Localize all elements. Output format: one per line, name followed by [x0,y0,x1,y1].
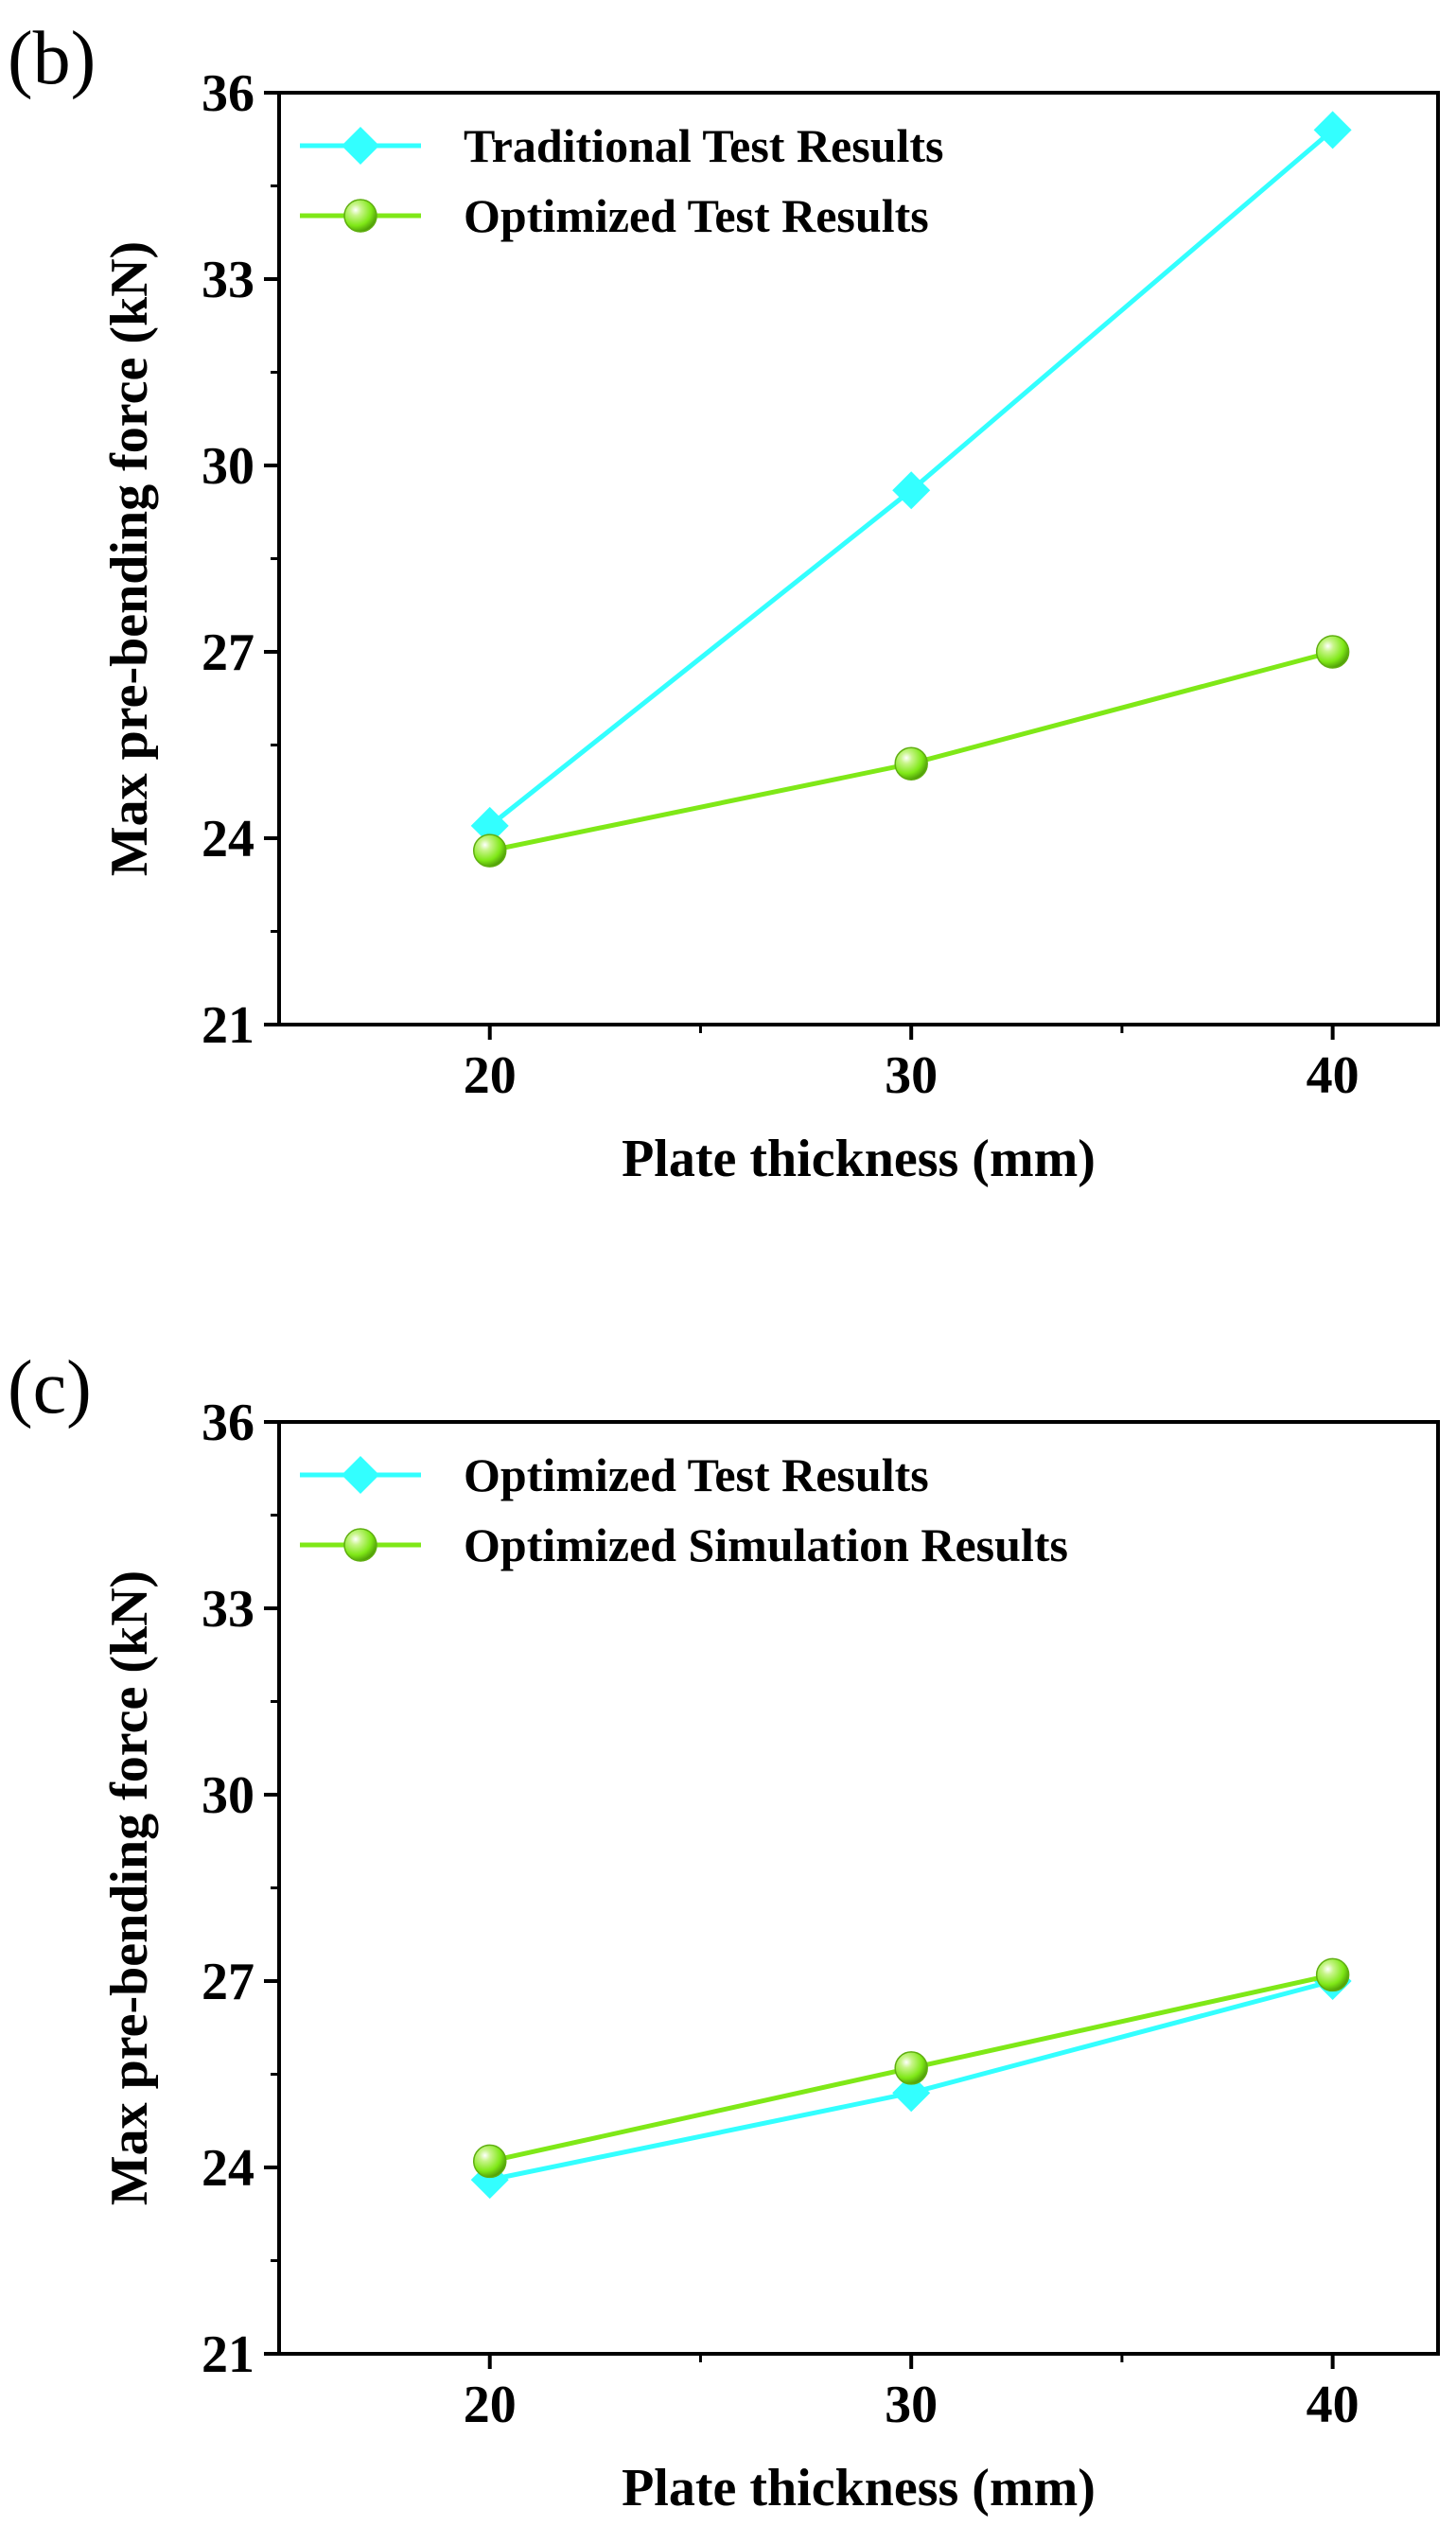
y-axis-title: Max pre-bending force (kN) [100,241,159,876]
legend-label: Optimized Simulation Results [464,1518,1068,1571]
legend-label: Traditional Test Results [464,119,944,172]
diamond-marker [1313,111,1352,149]
diamond-marker [470,806,509,845]
legend-label: Optimized Test Results [464,189,929,242]
y-tick-label: 36 [202,64,254,123]
circle-marker [343,199,377,233]
series-1 [470,111,1352,845]
x-axis-title: Plate thickness (mm) [622,1130,1096,1188]
circle-marker [472,2144,507,2179]
series-2 [472,1957,1350,2179]
circle-marker [894,2051,928,2085]
circle-marker [1315,1957,1350,1992]
chart-panel-2: (c) 21 24 27 30 33 36 20 30 40 Plate thickness (mm… [8,1346,1440,2517]
y-tick-label: 27 [202,623,254,682]
y-axis-title: Max pre-bending force (kN) [100,1570,159,2205]
x-axis-title: Plate thickness (mm) [622,2459,1096,2517]
series-2 [472,635,1350,868]
circle-marker [894,746,928,781]
x-tick-label: 40 [1307,1046,1360,1105]
circle-marker [1315,635,1350,669]
y-tick-label: 33 [202,1580,254,1639]
circle-marker [343,1528,377,1562]
y-tick-label: 30 [202,1766,254,1825]
y-tick-label: 36 [202,1394,254,1452]
y-tick-label: 21 [202,2325,254,2384]
diamond-marker [342,127,379,165]
chart-panel-1: (b) 21 24 27 30 33 36 20 30 40 Plate thickness (mm… [8,17,1440,1188]
x-tick-label: 30 [885,1046,938,1105]
diamond-marker [342,1456,379,1494]
legend-label: Optimized Test Results [464,1448,929,1501]
circle-marker [472,833,507,868]
y-tick-label: 24 [202,810,254,868]
x-tick-label: 20 [464,2376,517,2434]
x-tick-label: 40 [1307,2376,1360,2434]
panel-label: (b) [8,17,96,100]
y-tick-label: 33 [202,251,254,309]
x-tick-label: 20 [464,1046,517,1105]
legend: Traditional Test Results Optimized Test R… [300,119,944,242]
diamond-marker [892,2074,931,2113]
y-tick-label: 30 [202,437,254,496]
legend: Optimized Test Results Optimized Simulati… [300,1448,1068,1571]
panel-label: (c) [8,1346,92,1430]
diamond-marker [892,471,931,510]
y-tick-label: 21 [202,996,254,1055]
y-tick-label: 27 [202,1953,254,2011]
x-tick-label: 30 [885,2376,938,2434]
y-tick-label: 24 [202,2139,254,2198]
